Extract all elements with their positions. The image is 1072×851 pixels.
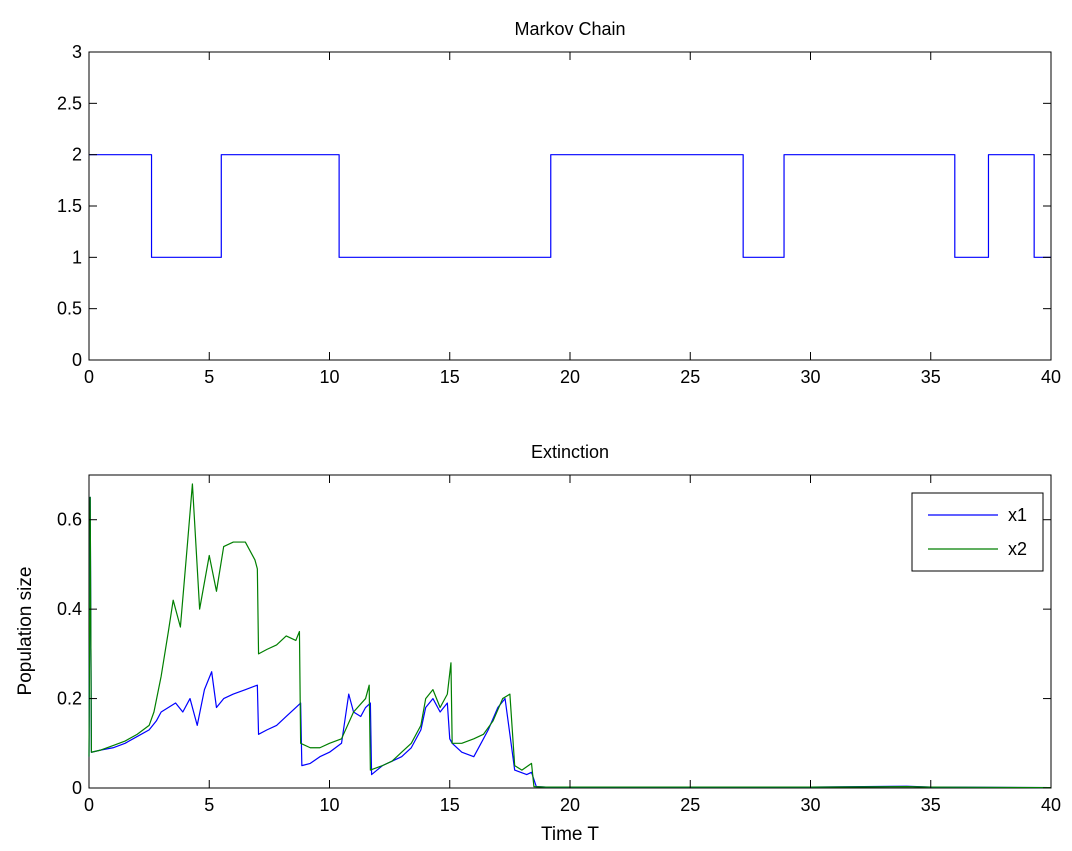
x-tick-label: 0 [84, 367, 94, 387]
markov-chain-line [89, 154, 1051, 258]
series-line-x2 [88, 483, 1052, 789]
y-tick-label: 0.6 [57, 510, 82, 530]
x-tick-label: 35 [921, 795, 941, 815]
legend-box [911, 492, 1044, 572]
y-tick-label: 1.5 [57, 196, 82, 216]
x-tick-label: 15 [440, 367, 460, 387]
markov-chain-ticks: 0 5 10 15 20 25 30 35 40 0 0.5 1 1.5 2 2.5 3 [57, 42, 1061, 387]
x-tick-label: 40 [1041, 367, 1061, 387]
y-tick-label: 1 [72, 247, 82, 267]
legend-label-x2: x2 [1008, 539, 1027, 559]
extinction-panel: Extinction 0 5 10 15 20 25 30 35 40 0 0.2 0.4 0.6 Ti… [15, 442, 1061, 845]
y-axis-label: Population size [15, 567, 36, 696]
extinction-marks [88, 483, 1052, 789]
extinction-ticks: 0 5 10 15 20 25 30 35 40 0 0.2 0.4 0.6 [57, 475, 1061, 815]
extinction-title: Extinction [531, 442, 609, 462]
y-tick-label: 2.5 [57, 93, 82, 113]
x-tick-label: 0 [84, 795, 94, 815]
x-tick-label: 10 [319, 367, 339, 387]
y-tick-label: 0.4 [57, 599, 82, 619]
x-tick-label: 20 [560, 795, 580, 815]
x-tick-label: 5 [204, 795, 214, 815]
legend-label-x1: x1 [1008, 505, 1027, 525]
y-tick-label: 0 [72, 350, 82, 370]
x-tick-label: 5 [204, 367, 214, 387]
x-tick-label: 15 [440, 795, 460, 815]
markov-chain-panel: Markov Chain 0 5 10 15 20 25 30 35 40 0 0.5 1 1.5 2 2.… [57, 19, 1061, 387]
y-tick-label: 0.5 [57, 299, 82, 319]
x-tick-label: 25 [680, 367, 700, 387]
y-tick-label: 0 [72, 778, 82, 798]
x-tick-label: 20 [560, 367, 580, 387]
x-axis-label: Time T [541, 824, 599, 845]
y-tick-label: 3 [72, 42, 82, 62]
extinction-plot-area [88, 474, 1052, 789]
y-tick-label: 0.2 [57, 689, 82, 709]
markov-chain-plot-area [88, 51, 1052, 361]
markov-chain-marks [89, 154, 1051, 258]
x-tick-label: 25 [680, 795, 700, 815]
x-tick-label: 35 [921, 367, 941, 387]
x-tick-label: 10 [319, 795, 339, 815]
y-tick-label: 2 [72, 145, 82, 165]
x-tick-label: 30 [800, 367, 820, 387]
markov-chain-title: Markov Chain [514, 19, 625, 39]
legend: x1 x2 [911, 492, 1044, 572]
x-tick-label: 30 [800, 795, 820, 815]
x-tick-label: 40 [1041, 795, 1061, 815]
